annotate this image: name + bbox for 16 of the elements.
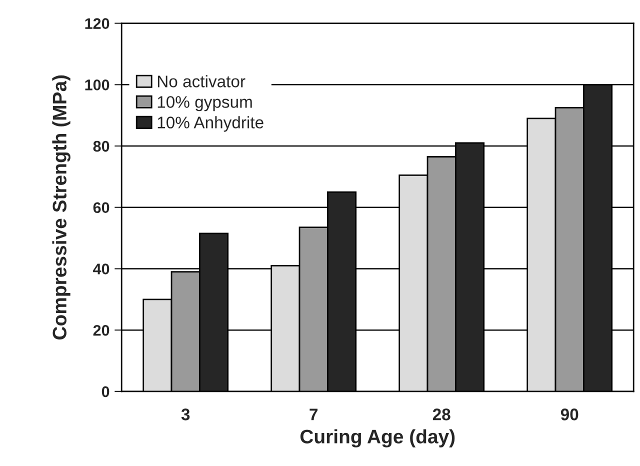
y-tick-label: 100 bbox=[85, 80, 110, 90]
y-tick-label: 80 bbox=[93, 140, 110, 152]
y-tick-label: 40 bbox=[93, 264, 110, 274]
x-tick-label: 90 bbox=[560, 408, 578, 420]
y-axis-title: Compressive Strength (MPa) bbox=[52, 75, 70, 340]
y-tick-label: 20 bbox=[93, 324, 110, 336]
y-tick-label: 0 bbox=[102, 386, 110, 398]
legend-label: No activator bbox=[158, 75, 246, 88]
x-tick-label: 7 bbox=[310, 408, 318, 420]
legend-label: 10% gypsum bbox=[158, 96, 252, 112]
x-tick-label: 3 bbox=[181, 408, 190, 420]
y-tick-label: 120 bbox=[85, 18, 110, 29]
y-tick-label: 60 bbox=[93, 202, 110, 214]
x-tick-label: 28 bbox=[432, 408, 450, 420]
x-axis-title: Curing Age (day) bbox=[300, 429, 455, 448]
legend-label: 10% Anhydrite bbox=[158, 116, 264, 132]
